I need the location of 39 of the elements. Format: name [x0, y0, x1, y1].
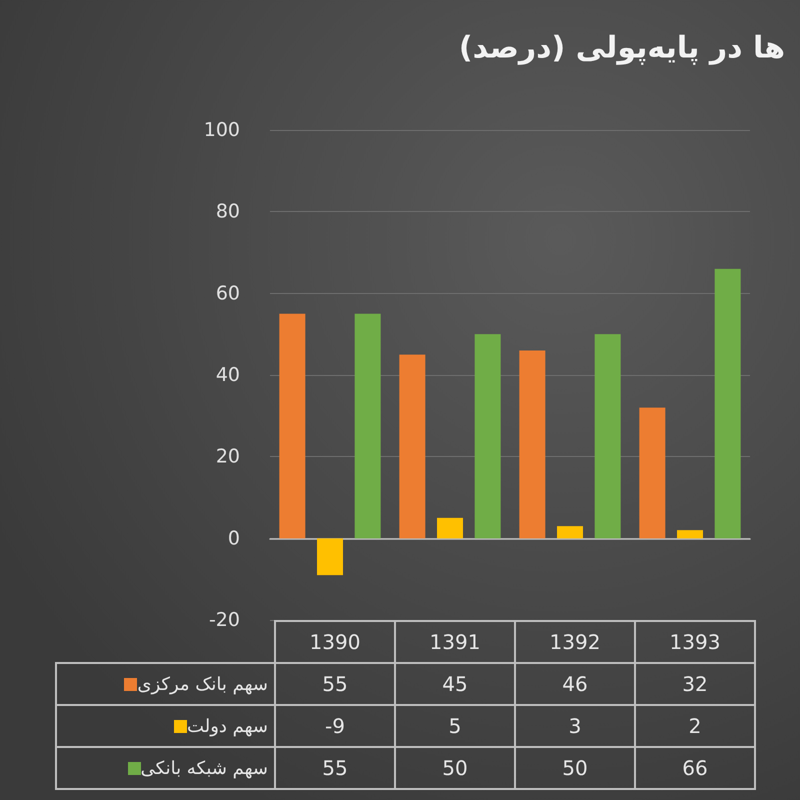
y-tick-label: 80 — [216, 200, 240, 223]
x-tick-label: 1391 — [395, 621, 515, 663]
legend-label: سهم دولت — [187, 716, 268, 736]
bar — [354, 314, 381, 538]
legend-label: سهم بانک مرکزی — [137, 674, 268, 694]
data-label: 55 — [275, 663, 395, 705]
bar — [714, 268, 741, 538]
y-tick-label: -20 — [208, 609, 240, 631]
data-label: 46 — [515, 663, 635, 705]
bar — [474, 334, 501, 538]
legend-label: سهم شبکه بانکی — [140, 758, 268, 778]
chart-title: ها در پایه‌پولی (درصد) — [458, 30, 786, 66]
x-tick-label: 1392 — [515, 621, 635, 663]
data-label: 5 — [395, 705, 515, 747]
bar — [677, 530, 703, 538]
data-label: 32 — [635, 663, 755, 705]
data-label: 66 — [635, 747, 755, 789]
y-tick-label: 0 — [228, 527, 240, 550]
x-tick-label: 1390 — [275, 621, 395, 663]
y-tick-label: 60 — [216, 282, 240, 304]
bar — [437, 518, 463, 538]
data-label: 3 — [515, 705, 635, 747]
data-label: 50 — [395, 747, 515, 789]
bar — [399, 354, 426, 538]
bar — [594, 334, 621, 538]
bar — [317, 538, 343, 576]
bar — [639, 408, 666, 538]
y-tick-label: 100 — [204, 119, 240, 141]
data-label: 45 — [395, 663, 515, 705]
x-tick-label: 1393 — [635, 621, 755, 663]
bar — [557, 526, 583, 538]
bar — [279, 314, 306, 538]
y-tick-label: 20 — [216, 446, 240, 468]
y-tick-label: 40 — [216, 364, 240, 386]
bar — [519, 350, 546, 538]
data-label: 2 — [635, 705, 755, 747]
data-label: 55 — [275, 747, 395, 789]
data-label: -9 — [275, 705, 395, 747]
data-label: 50 — [515, 747, 635, 789]
